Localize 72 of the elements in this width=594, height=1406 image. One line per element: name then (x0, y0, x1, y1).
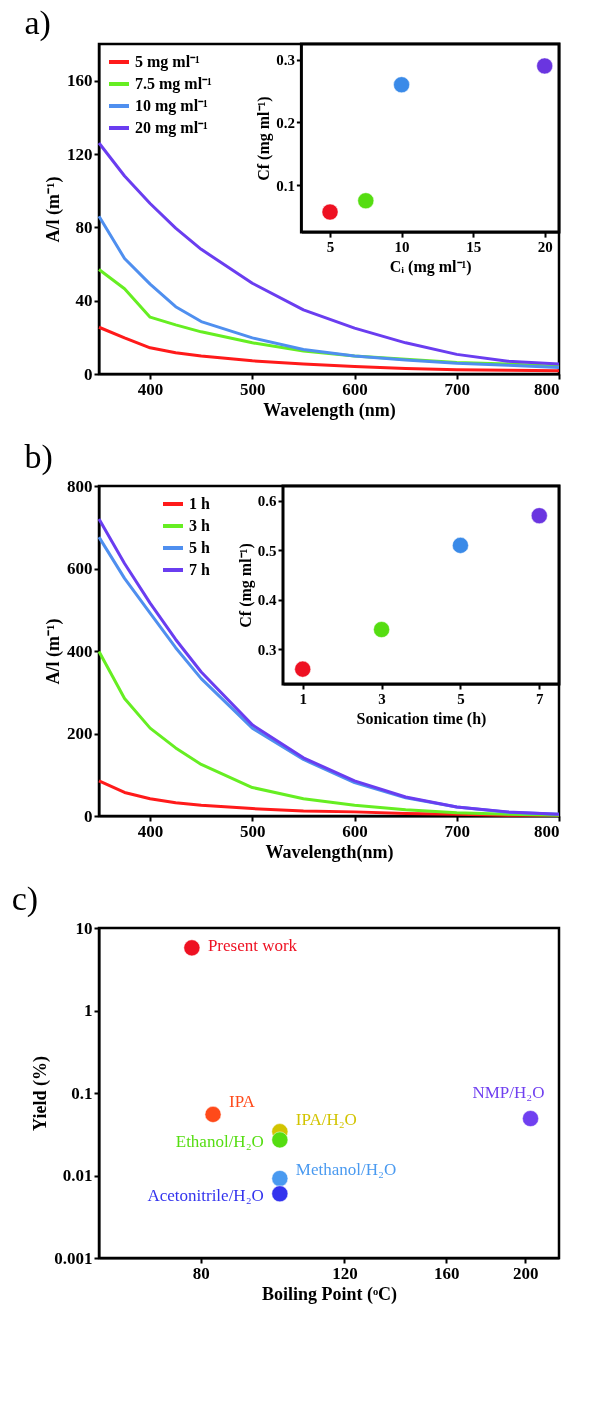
x-tick-label: 5 (326, 238, 335, 255)
x-tick-label: 160 (434, 1263, 460, 1283)
series-label: IPA (229, 1092, 256, 1112)
y-tick-label: 0.1 (276, 177, 295, 194)
legend-label: 20 mg ml⁻¹ (135, 119, 209, 137)
x-tick-label: 600 (342, 379, 368, 399)
y-tick-label: 800 (67, 476, 93, 496)
chart-title: c) (11, 880, 39, 918)
x-tick-label: 400 (137, 821, 164, 841)
y-tick-label: 0.001 (54, 1248, 93, 1268)
y-tick-label: 120 (67, 144, 93, 164)
x-tick-label: 80 (192, 1263, 210, 1283)
x-tick-label: 15 (466, 238, 482, 255)
y-axis-title: A/l (m⁻¹) (43, 176, 64, 243)
x-axis-title: Wavelength (nm) (263, 399, 396, 421)
x-tick-label: 3 (378, 690, 386, 707)
y-tick-label: 0.1 (71, 1083, 93, 1103)
x-tick-label: 500 (240, 821, 266, 841)
y-tick-label: 0.3 (276, 52, 295, 69)
legend-label: 10 mg ml⁻¹ (135, 97, 209, 115)
legend-label: 3 h (189, 517, 210, 534)
series-label: IPA/H₂O (295, 1109, 357, 1129)
legend-label: 5 mg ml⁻¹ (135, 53, 201, 71)
series-label: NMP/H₂O (472, 1082, 545, 1102)
x-axis-title: Cᵢ (mg ml⁻¹) (389, 257, 472, 276)
y-tick-label: 0.2 (276, 114, 295, 131)
y-tick-label: 0 (84, 806, 93, 826)
series-label: Ethanol/H₂O (175, 1131, 264, 1151)
y-tick-label: 0 (84, 364, 93, 384)
y-axis-title: Cf (mg ml⁻¹) (255, 96, 274, 181)
chart-title: a) (24, 3, 51, 42)
series-label: Present work (207, 935, 298, 955)
x-tick-label: 120 (332, 1263, 358, 1283)
y-tick-label: 160 (67, 71, 93, 91)
y-tick-label: 200 (67, 724, 93, 743)
y-axis-title: A/l (m⁻¹) (43, 618, 64, 685)
x-axis-title: Boiling Point (ᵒC) (261, 1283, 398, 1305)
x-tick-label: 5 (457, 690, 465, 707)
x-tick-label: 10 (394, 238, 410, 255)
x-axis-title: Wavelength(nm) (265, 841, 394, 863)
y-axis-title: Cf (mg ml⁻¹) (236, 543, 255, 628)
legend-label: 1 h (189, 495, 210, 512)
y-tick-label: 400 (67, 641, 93, 661)
y-tick-label: 0.3 (257, 641, 277, 658)
x-tick-label: 20 (537, 238, 553, 255)
x-tick-label: 7 (536, 690, 545, 707)
chart-title: b) (24, 438, 53, 476)
x-tick-label: 700 (444, 821, 471, 841)
y-tick-label: 80 (75, 217, 93, 237)
x-tick-label: 1 (299, 690, 307, 707)
y-tick-label: 40 (75, 291, 93, 311)
x-tick-label: 800 (534, 379, 560, 399)
legend-label: 5 h (189, 539, 210, 556)
y-tick-label: 600 (67, 559, 93, 578)
y-tick-label: 10 (75, 918, 93, 938)
x-tick-label: 600 (342, 821, 368, 841)
y-axis-title: Yield (%) (30, 1056, 52, 1131)
x-tick-label: 700 (444, 379, 471, 399)
x-tick-label: 200 (513, 1263, 539, 1283)
y-tick-label: 1 (84, 1001, 93, 1020)
x-tick-label: 400 (137, 379, 164, 399)
x-axis-title: Sonication time (h) (356, 709, 487, 728)
x-tick-label: 500 (240, 379, 266, 399)
legend-label: 7 h (189, 561, 210, 578)
x-tick-label: 800 (534, 821, 560, 841)
y-tick-label: 0.01 (62, 1166, 93, 1185)
legend-label: 7.5 mg ml⁻¹ (135, 75, 213, 93)
series-label: Methanol/H₂O (295, 1160, 397, 1180)
y-tick-label: 0.5 (257, 542, 277, 559)
y-tick-label: 0.4 (257, 592, 277, 609)
series-label: Acetonitrile/H₂O (147, 1185, 264, 1205)
y-tick-label: 0.6 (257, 493, 277, 510)
